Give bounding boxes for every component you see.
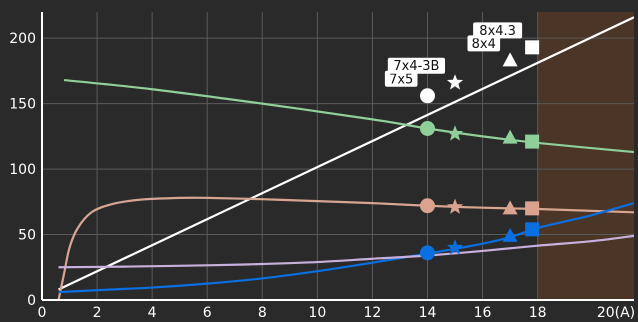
marker-circle-series-3 xyxy=(419,198,435,214)
series-line-5 xyxy=(58,234,634,269)
x-tick-label: 6 xyxy=(203,305,212,321)
marker-star-series-3 xyxy=(446,198,464,214)
x-tick-label: 8 xyxy=(258,305,267,321)
marker-circle-series-2 xyxy=(419,121,435,137)
marker-circle-series-1 xyxy=(419,88,435,104)
x-tick-label: 14 xyxy=(419,305,437,321)
marker-triangle-series-3 xyxy=(502,200,518,215)
y-tick-label: 200 xyxy=(9,31,36,47)
series-line-3 xyxy=(57,196,634,301)
x-tick-label: 2 xyxy=(93,305,102,321)
x-unit-label: 20(A) xyxy=(597,305,635,321)
x-tick-label: 4 xyxy=(148,305,157,321)
x-tick-label: 12 xyxy=(364,305,382,321)
point-label-text: 7x5 xyxy=(389,72,413,87)
marker-star-series-2 xyxy=(446,125,464,141)
series-line-1 xyxy=(58,16,634,291)
marker-square-series-4 xyxy=(525,222,540,237)
point-label-text: 7x4-3B xyxy=(393,59,439,74)
point-label: 7x4-3B xyxy=(387,57,446,74)
point-label-text: 8x4 xyxy=(472,37,496,52)
marker-square-series-1 xyxy=(525,40,540,55)
point-label-box xyxy=(384,70,418,87)
marker-triangle-series-1 xyxy=(502,52,518,67)
point-label-box xyxy=(473,22,523,39)
x-tick-label: 16 xyxy=(474,305,492,321)
marker-triangle-series-2 xyxy=(502,129,518,144)
point-label: 7x5 xyxy=(384,70,418,87)
marker-star-series-4 xyxy=(446,239,464,255)
x-tick-label: 10 xyxy=(308,305,326,321)
point-label-box xyxy=(387,57,446,74)
x-tick-label: 0 xyxy=(38,305,47,321)
x-tick-label: 18 xyxy=(529,305,547,321)
marker-square-series-3 xyxy=(525,201,540,216)
marker-square-series-2 xyxy=(525,134,540,149)
y-tick-label: 0 xyxy=(27,293,36,309)
point-label-text: 8x4.3 xyxy=(479,24,516,39)
marker-triangle-series-4 xyxy=(502,227,518,242)
highlight-region xyxy=(537,12,634,300)
point-label-box xyxy=(467,35,501,52)
point-label: 8x4.3 xyxy=(473,22,523,39)
y-tick-label: 100 xyxy=(9,162,36,178)
marker-circle-series-4 xyxy=(419,245,435,261)
marker-star-series-1 xyxy=(446,74,464,90)
point-label: 8x4 xyxy=(467,35,501,52)
y-tick-label: 150 xyxy=(9,97,36,113)
y-tick-label: 50 xyxy=(18,228,36,244)
